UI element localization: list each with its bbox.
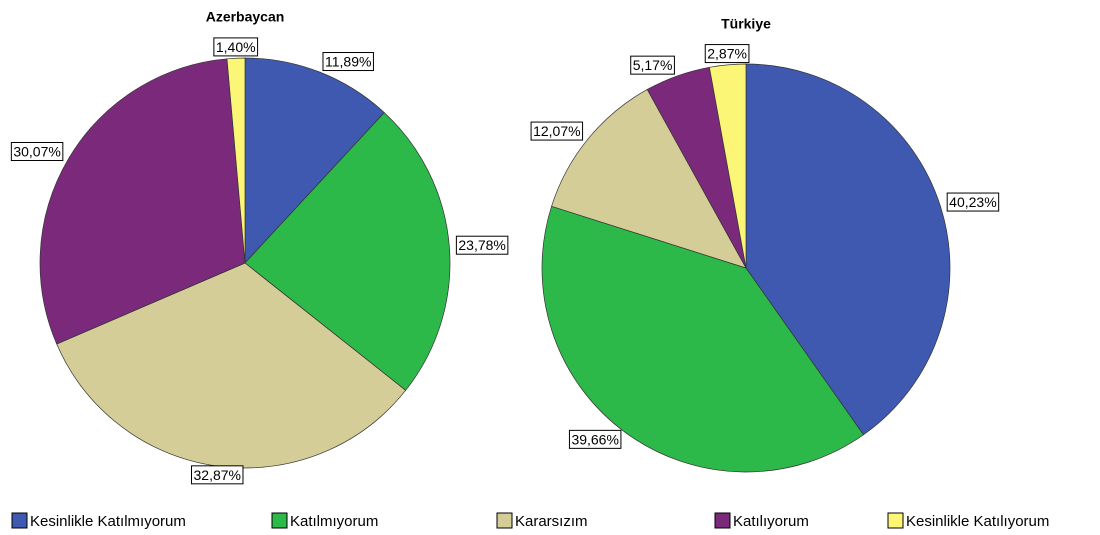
data-label: 5,17% — [633, 57, 673, 73]
data-label-box — [704, 44, 750, 64]
legend-label: Katılıyorum — [733, 513, 809, 530]
pie-slice — [541, 205, 864, 473]
data-label-group: 5,17% — [630, 55, 675, 75]
chart-title: Azerbaycan — [206, 9, 285, 25]
legend-swatch — [11, 512, 28, 529]
data-label-box — [630, 55, 675, 75]
data-label: 12,07% — [533, 123, 580, 139]
data-label-group: 2,87% — [704, 44, 750, 64]
data-label: 1,40% — [216, 39, 256, 55]
data-label: 39,66% — [571, 431, 618, 447]
data-label-group: 39,66% — [568, 429, 622, 449]
pie-slice — [244, 57, 385, 264]
legend-label: Katılmıyorum — [290, 513, 378, 530]
legend-label: Kesinlikle Katılmıyorum — [30, 513, 186, 530]
pie-slice — [551, 89, 747, 269]
data-label-box — [322, 52, 374, 72]
pie-slice — [244, 112, 451, 391]
legend-label: Kesinlikle Katılıyorum — [906, 513, 1049, 530]
data-label: 2,87% — [707, 46, 747, 62]
data-label-group: 40,23% — [946, 192, 1000, 212]
data-label-box — [10, 141, 64, 161]
data-label: 11,89% — [325, 54, 371, 70]
data-label-group: 11,89% — [322, 52, 374, 72]
data-label-box — [213, 37, 259, 57]
pie-slice — [745, 63, 951, 436]
data-label: 30,07% — [13, 143, 60, 159]
data-label: 23,78% — [458, 237, 505, 253]
data-label-group: 30,07% — [10, 141, 64, 161]
pie-slice — [39, 58, 246, 345]
data-label-group: 12,07% — [530, 121, 584, 141]
legend-swatch — [714, 512, 731, 529]
legend-label: Kararsızım — [515, 513, 588, 530]
data-label-group: 23,78% — [455, 235, 509, 255]
data-label: 32,87% — [194, 467, 241, 483]
pie-slice — [709, 63, 747, 269]
legend-swatch — [271, 512, 288, 529]
data-label-box — [946, 192, 1000, 212]
legend-swatch — [496, 512, 513, 529]
data-label-box — [530, 121, 584, 141]
pie-slice — [226, 57, 246, 264]
data-label: 40,23% — [949, 194, 996, 210]
data-label-group: 1,40% — [213, 37, 259, 57]
chart-title: Türkiye — [721, 16, 771, 32]
data-label-box — [455, 235, 509, 255]
legend-swatch — [887, 512, 904, 529]
data-label-box — [568, 429, 622, 449]
data-label-box — [191, 465, 244, 485]
data-label-group: 32,87% — [191, 465, 244, 485]
